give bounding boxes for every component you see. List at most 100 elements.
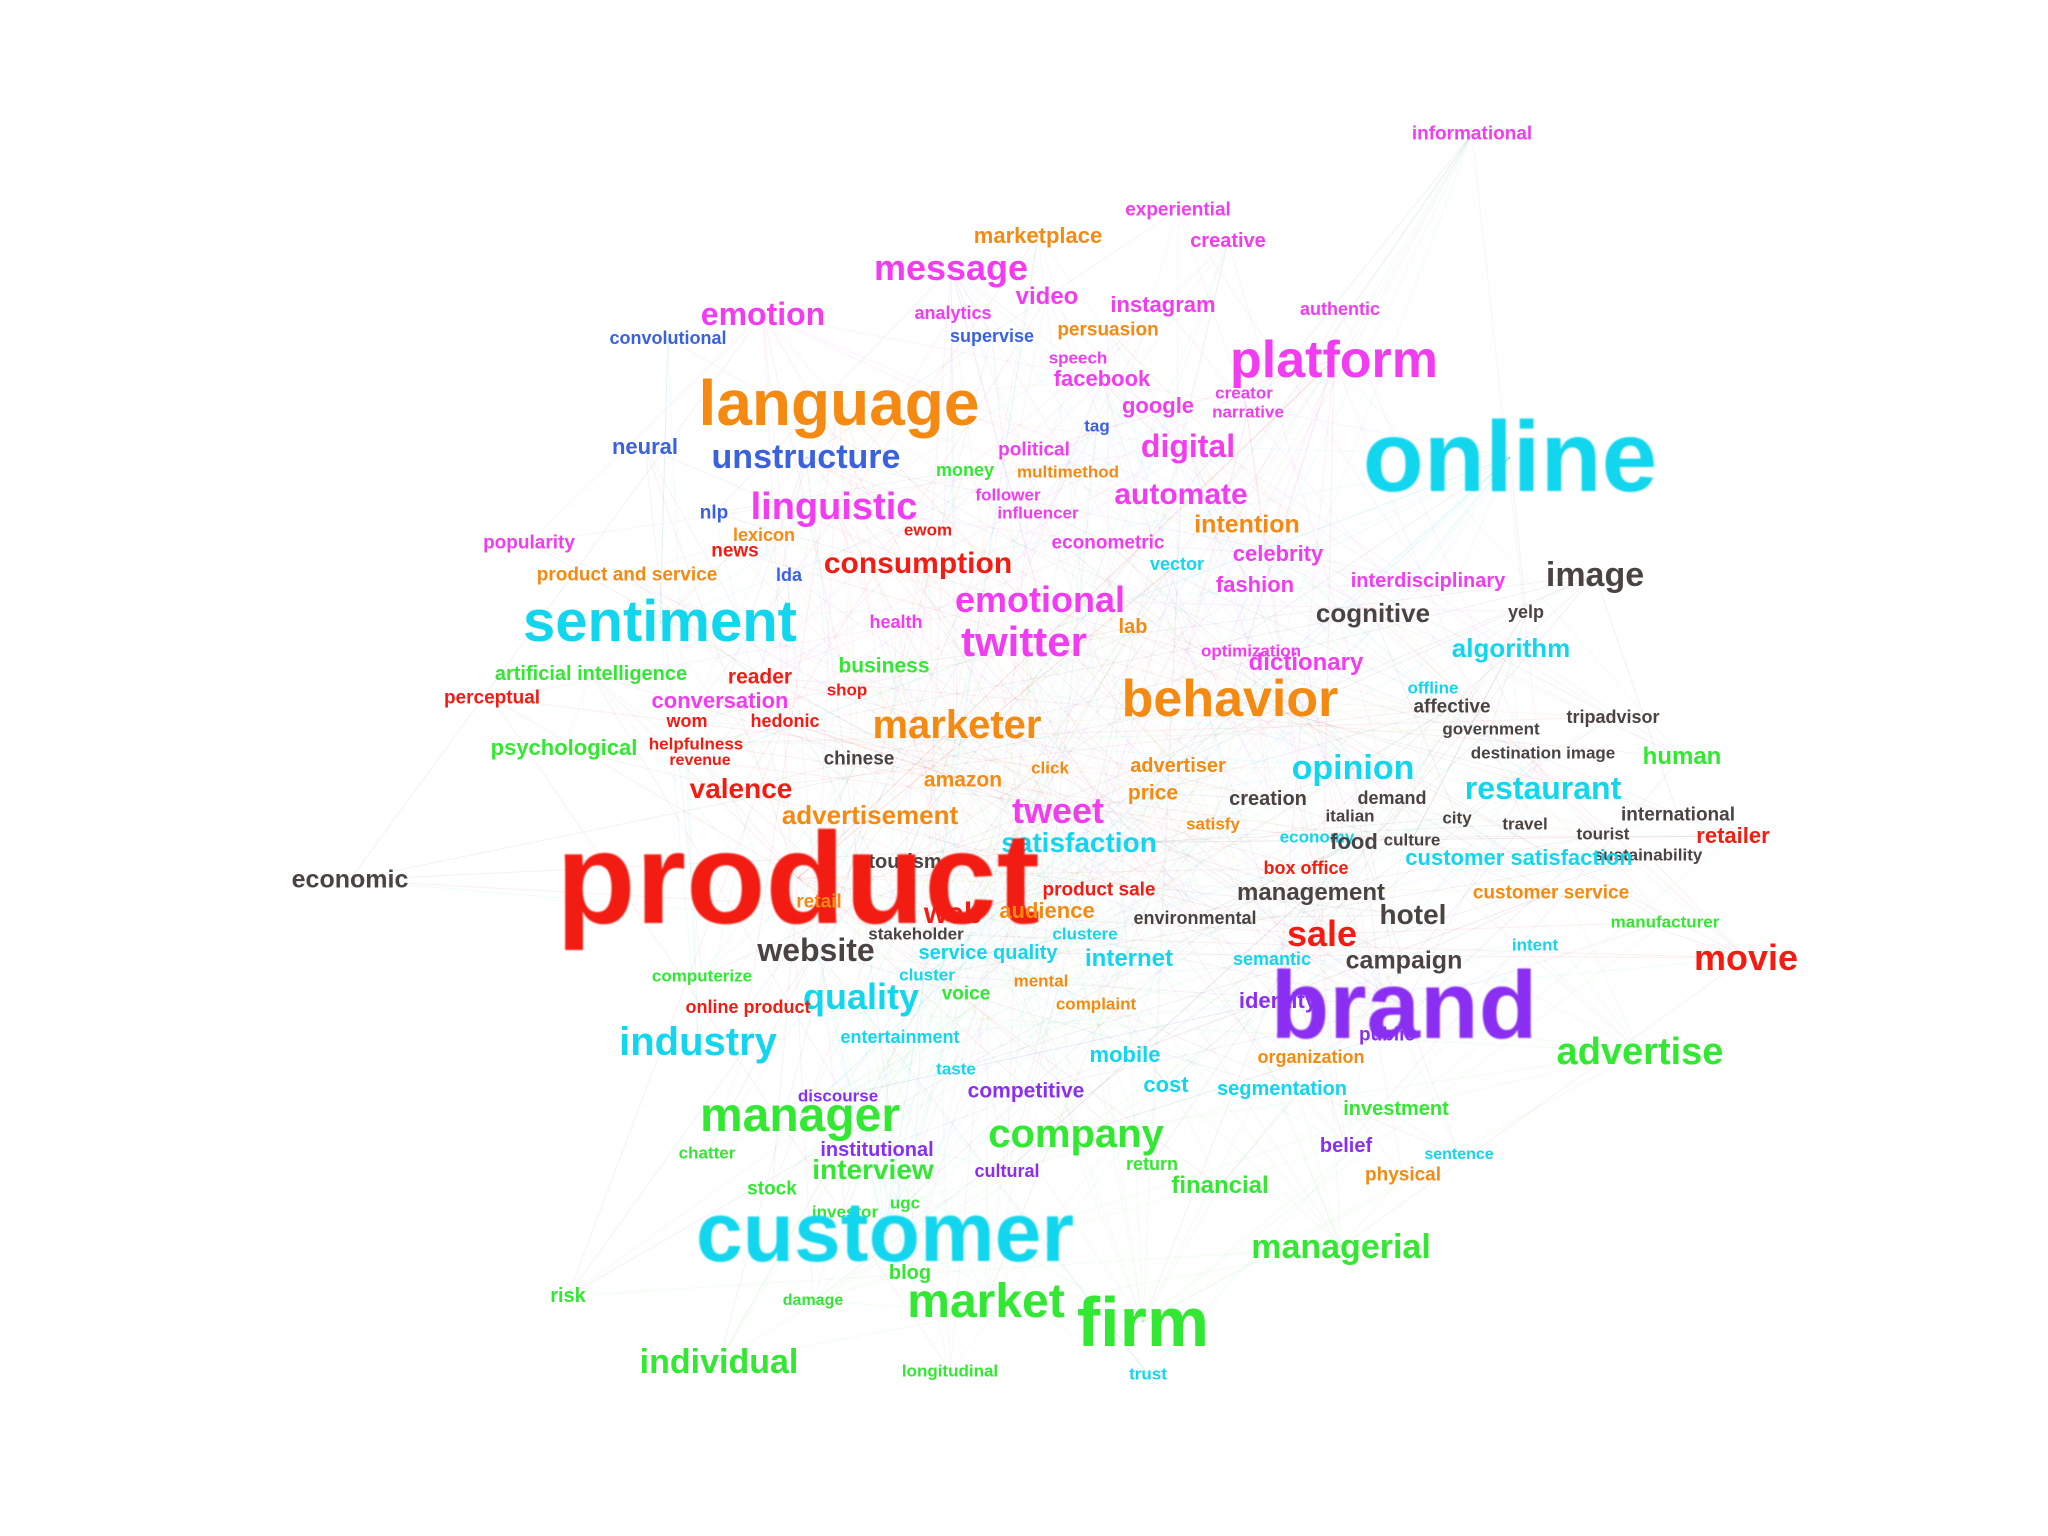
word-node[interactable]: product sale bbox=[1042, 879, 1156, 901]
word-node[interactable]: belief bbox=[1319, 1135, 1373, 1157]
word-node[interactable]: advertiser bbox=[1130, 755, 1226, 777]
word-node[interactable]: entertainment bbox=[840, 1027, 960, 1047]
word-node[interactable]: follower bbox=[975, 485, 1041, 505]
word-node[interactable]: physical bbox=[1364, 1164, 1442, 1186]
word-node[interactable]: website bbox=[757, 932, 875, 968]
word-node[interactable]: chinese bbox=[823, 748, 895, 770]
word-node[interactable]: damage bbox=[782, 1292, 844, 1309]
word-node[interactable]: stock bbox=[747, 1178, 797, 1200]
word-node[interactable]: travel bbox=[1502, 814, 1548, 834]
word-node[interactable]: language bbox=[698, 367, 980, 439]
word-node[interactable]: shop bbox=[826, 680, 868, 700]
word-node[interactable]: taste bbox=[936, 1059, 976, 1079]
word-node[interactable]: offline bbox=[1407, 678, 1459, 698]
word-node[interactable]: cultural bbox=[974, 1161, 1040, 1181]
word-node[interactable]: mental bbox=[1013, 971, 1069, 991]
word-node[interactable]: customer service bbox=[1472, 882, 1630, 904]
word-node[interactable]: computerize bbox=[651, 966, 753, 986]
word-node[interactable]: sentence bbox=[1424, 1146, 1494, 1163]
word-node[interactable]: celebrity bbox=[1232, 541, 1324, 566]
word-node[interactable]: product and service bbox=[536, 564, 718, 586]
word-node[interactable]: customer bbox=[695, 1185, 1075, 1279]
word-node[interactable]: food bbox=[1330, 829, 1378, 854]
word-node[interactable]: financial bbox=[1171, 1172, 1269, 1199]
word-node[interactable]: popularity bbox=[483, 532, 575, 554]
word-node[interactable]: investment bbox=[1343, 1098, 1449, 1120]
word-node[interactable]: linguistic bbox=[750, 486, 918, 528]
word-node[interactable]: risk bbox=[550, 1285, 586, 1307]
word-node[interactable]: campaign bbox=[1345, 946, 1463, 975]
word-node[interactable]: intention bbox=[1194, 510, 1300, 539]
word-node[interactable]: box office bbox=[1263, 858, 1349, 878]
word-node[interactable]: return bbox=[1125, 1154, 1179, 1174]
word-node[interactable]: semantic bbox=[1232, 949, 1312, 969]
word-node[interactable]: sentiment bbox=[523, 589, 797, 654]
word-node[interactable]: conversation bbox=[651, 688, 789, 713]
word-node[interactable]: advertisement bbox=[781, 800, 959, 830]
word-node[interactable]: satisfaction bbox=[1001, 827, 1157, 858]
word-node[interactable]: retail bbox=[796, 891, 842, 913]
word-node[interactable]: trust bbox=[1129, 1364, 1167, 1384]
word-node[interactable]: ugc bbox=[889, 1193, 921, 1213]
word-node[interactable]: marketplace bbox=[973, 223, 1103, 248]
word-node[interactable]: experiential bbox=[1125, 199, 1231, 221]
word-node[interactable]: discourse bbox=[797, 1086, 879, 1106]
word-node[interactable]: economy bbox=[1279, 827, 1355, 847]
word-node[interactable]: complaint bbox=[1055, 994, 1137, 1014]
word-node[interactable]: manufacturer bbox=[1610, 912, 1720, 932]
word-node[interactable]: sale bbox=[1286, 913, 1358, 954]
word-node[interactable]: behavior bbox=[1121, 670, 1339, 728]
word-node[interactable]: destination image bbox=[1470, 743, 1616, 763]
word-node[interactable]: supervise bbox=[949, 326, 1035, 346]
word-node[interactable]: tourism bbox=[868, 851, 942, 873]
word-node[interactable]: tag bbox=[1084, 416, 1110, 436]
word-node[interactable]: city bbox=[1442, 808, 1472, 828]
word-node[interactable]: cognitive bbox=[1315, 598, 1431, 628]
word-node[interactable]: econometric bbox=[1051, 532, 1165, 554]
word-node[interactable]: cost bbox=[1143, 1072, 1189, 1097]
word-node[interactable]: click bbox=[1031, 758, 1069, 778]
word-node[interactable]: restaurant bbox=[1464, 770, 1622, 806]
word-node[interactable]: artificial intelligence bbox=[494, 663, 688, 685]
word-node[interactable]: manager bbox=[699, 1089, 901, 1142]
word-node[interactable]: nlp bbox=[699, 502, 729, 524]
word-node[interactable]: institutional bbox=[820, 1139, 934, 1161]
word-node[interactable]: instagram bbox=[1110, 292, 1216, 317]
word-node[interactable]: individual bbox=[639, 1343, 799, 1381]
word-node[interactable]: internet bbox=[1084, 945, 1174, 972]
word-node[interactable]: vector bbox=[1149, 554, 1205, 574]
word-node[interactable]: amazon bbox=[923, 768, 1003, 792]
word-node[interactable]: platform bbox=[1230, 331, 1438, 389]
word-node[interactable]: yelp bbox=[1507, 602, 1545, 622]
word-node[interactable]: international bbox=[1620, 804, 1736, 826]
word-node[interactable]: clustere bbox=[1052, 924, 1118, 944]
word-node[interactable]: public bbox=[1359, 1024, 1415, 1046]
word-node[interactable]: management bbox=[1236, 879, 1386, 906]
word-node[interactable]: opinion bbox=[1291, 749, 1415, 787]
word-node[interactable]: wom bbox=[666, 711, 708, 731]
word-node[interactable]: price bbox=[1127, 781, 1179, 805]
word-node[interactable]: fashion bbox=[1215, 572, 1295, 597]
word-node[interactable]: health bbox=[869, 612, 923, 632]
word-node[interactable]: quality bbox=[802, 976, 920, 1017]
word-node[interactable]: movie bbox=[1693, 937, 1799, 978]
word-node[interactable]: narrative bbox=[1212, 402, 1284, 422]
word-node[interactable]: culture bbox=[1383, 830, 1441, 850]
word-node[interactable]: hedonic bbox=[750, 711, 820, 731]
word-node[interactable]: hotel bbox=[1379, 899, 1447, 930]
word-node[interactable]: tweet bbox=[1011, 790, 1105, 831]
word-node[interactable]: message bbox=[873, 247, 1029, 288]
word-node[interactable]: segmentation bbox=[1216, 1078, 1348, 1100]
word-node[interactable]: facebook bbox=[1053, 366, 1151, 391]
word-node[interactable]: interdisciplinary bbox=[1350, 570, 1506, 592]
word-node[interactable]: automate bbox=[1114, 478, 1248, 511]
word-node[interactable]: managerial bbox=[1251, 1228, 1431, 1266]
word-node[interactable]: money bbox=[935, 460, 995, 480]
word-node[interactable]: algorithm bbox=[1451, 633, 1571, 663]
word-node[interactable]: affective bbox=[1413, 696, 1491, 718]
word-node[interactable]: tourist bbox=[1576, 824, 1630, 844]
word-node[interactable]: longitudinal bbox=[901, 1361, 999, 1381]
word-node[interactable]: business bbox=[838, 654, 930, 678]
word-node[interactable]: chatter bbox=[678, 1143, 736, 1163]
word-node[interactable]: helpfulness bbox=[648, 734, 744, 754]
